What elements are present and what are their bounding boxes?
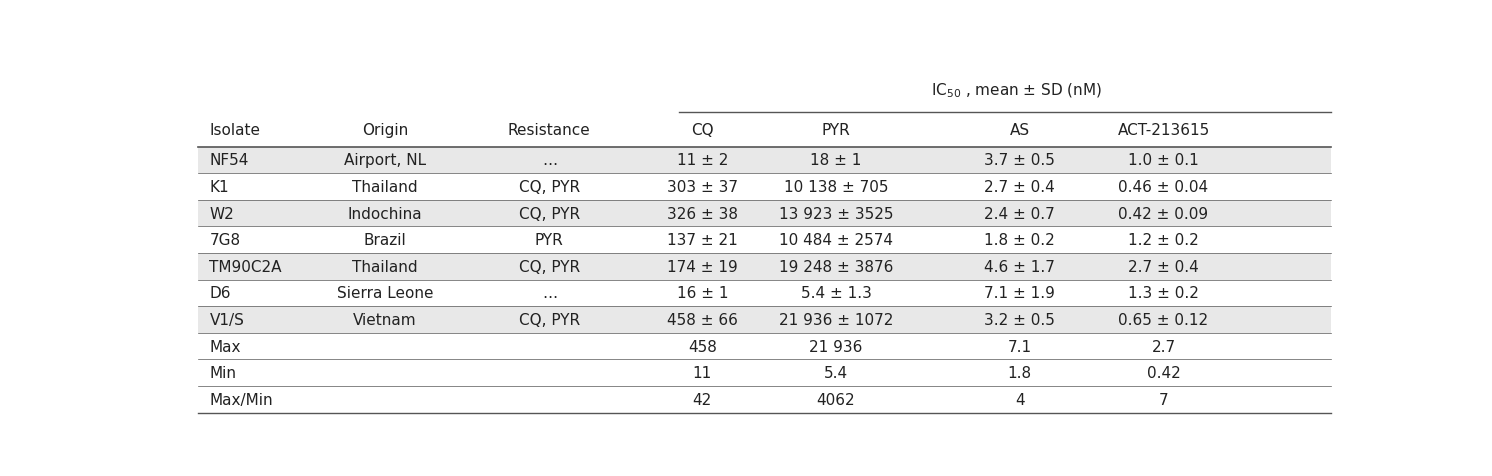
Text: Resistance: Resistance [507,123,591,138]
Bar [198,200,1331,227]
Text: 11 ± 2: 11 ± 2 [677,153,728,168]
Bar [198,254,1331,280]
Text: Sierra Leone: Sierra Leone [337,286,433,301]
Text: 174 ± 19: 174 ± 19 [667,259,737,274]
Text: CQ, PYR: CQ, PYR [519,206,580,221]
Text: …: … [542,286,557,301]
Text: W2: W2 [209,206,234,221]
Text: …: … [542,153,557,168]
Text: V1/S: V1/S [209,312,245,327]
Text: 1.2 ± 0.2: 1.2 ± 0.2 [1128,233,1200,248]
Text: 21 936 ± 1072: 21 936 ± 1072 [779,312,894,327]
Text: 21 936: 21 936 [809,339,862,354]
Text: 2.7: 2.7 [1152,339,1176,354]
Text: 11: 11 [692,366,712,380]
Text: 7G8: 7G8 [209,233,240,248]
Text: IC$_{50}$ , mean $\pm$ SD (nM): IC$_{50}$ , mean $\pm$ SD (nM) [931,81,1103,99]
Text: 1.8: 1.8 [1007,366,1031,380]
Text: 5.4 ± 1.3: 5.4 ± 1.3 [801,286,871,301]
Text: 0.46 ± 0.04: 0.46 ± 0.04 [1119,179,1209,195]
Text: Origin: Origin [363,123,409,138]
Text: 2.7 ± 0.4: 2.7 ± 0.4 [1128,259,1200,274]
Text: Isolate: Isolate [209,123,261,138]
Bar [198,307,1331,333]
Text: 4.6 ± 1.7: 4.6 ± 1.7 [985,259,1055,274]
Text: 10 138 ± 705: 10 138 ± 705 [783,179,888,195]
Text: Min: Min [209,366,236,380]
Text: CQ, PYR: CQ, PYR [519,312,580,327]
Text: CQ, PYR: CQ, PYR [519,179,580,195]
Text: Thailand: Thailand [352,179,418,195]
Text: 3.7 ± 0.5: 3.7 ± 0.5 [985,153,1055,168]
Text: K1: K1 [209,179,228,195]
Text: 326 ± 38: 326 ± 38 [667,206,739,221]
Text: Max: Max [209,339,240,354]
Text: AS: AS [1010,123,1029,138]
Text: 458 ± 66: 458 ± 66 [667,312,737,327]
Text: 1.3 ± 0.2: 1.3 ± 0.2 [1128,286,1200,301]
Text: 2.4 ± 0.7: 2.4 ± 0.7 [985,206,1055,221]
Text: 13 923 ± 3525: 13 923 ± 3525 [779,206,894,221]
Text: 0.42 ± 0.09: 0.42 ± 0.09 [1119,206,1209,221]
Text: Brazil: Brazil [364,233,406,248]
Bar [198,148,1331,174]
Text: CQ, PYR: CQ, PYR [519,259,580,274]
Text: 5.4: 5.4 [824,366,847,380]
Text: 0.65 ± 0.12: 0.65 ± 0.12 [1119,312,1209,327]
Text: PYR: PYR [536,233,564,248]
Text: 18 ± 1: 18 ± 1 [810,153,862,168]
Text: Thailand: Thailand [352,259,418,274]
Text: 458: 458 [688,339,716,354]
Text: 303 ± 37: 303 ± 37 [667,179,739,195]
Text: 16 ± 1: 16 ± 1 [676,286,728,301]
Text: Indochina: Indochina [348,206,422,221]
Text: 1.8 ± 0.2: 1.8 ± 0.2 [985,233,1055,248]
Text: 7: 7 [1159,392,1168,407]
Text: TM90C2A: TM90C2A [209,259,282,274]
Text: NF54: NF54 [209,153,249,168]
Text: 19 248 ± 3876: 19 248 ± 3876 [779,259,894,274]
Text: Vietnam: Vietnam [354,312,416,327]
Text: 4: 4 [1015,392,1025,407]
Text: D6: D6 [209,286,231,301]
Text: 4062: 4062 [816,392,855,407]
Text: Max/Min: Max/Min [209,392,273,407]
Text: 7.1 ± 1.9: 7.1 ± 1.9 [985,286,1055,301]
Text: 1.0 ± 0.1: 1.0 ± 0.1 [1128,153,1200,168]
Text: 0.42: 0.42 [1147,366,1180,380]
Text: ACT-213615: ACT-213615 [1118,123,1210,138]
Text: Airport, NL: Airport, NL [345,153,427,168]
Text: 137 ± 21: 137 ± 21 [667,233,737,248]
Text: 42: 42 [692,392,712,407]
Text: CQ: CQ [691,123,713,138]
Text: 3.2 ± 0.5: 3.2 ± 0.5 [985,312,1055,327]
Text: 10 484 ± 2574: 10 484 ± 2574 [779,233,894,248]
Text: 7.1: 7.1 [1007,339,1031,354]
Text: 2.7 ± 0.4: 2.7 ± 0.4 [985,179,1055,195]
Text: PYR: PYR [822,123,850,138]
